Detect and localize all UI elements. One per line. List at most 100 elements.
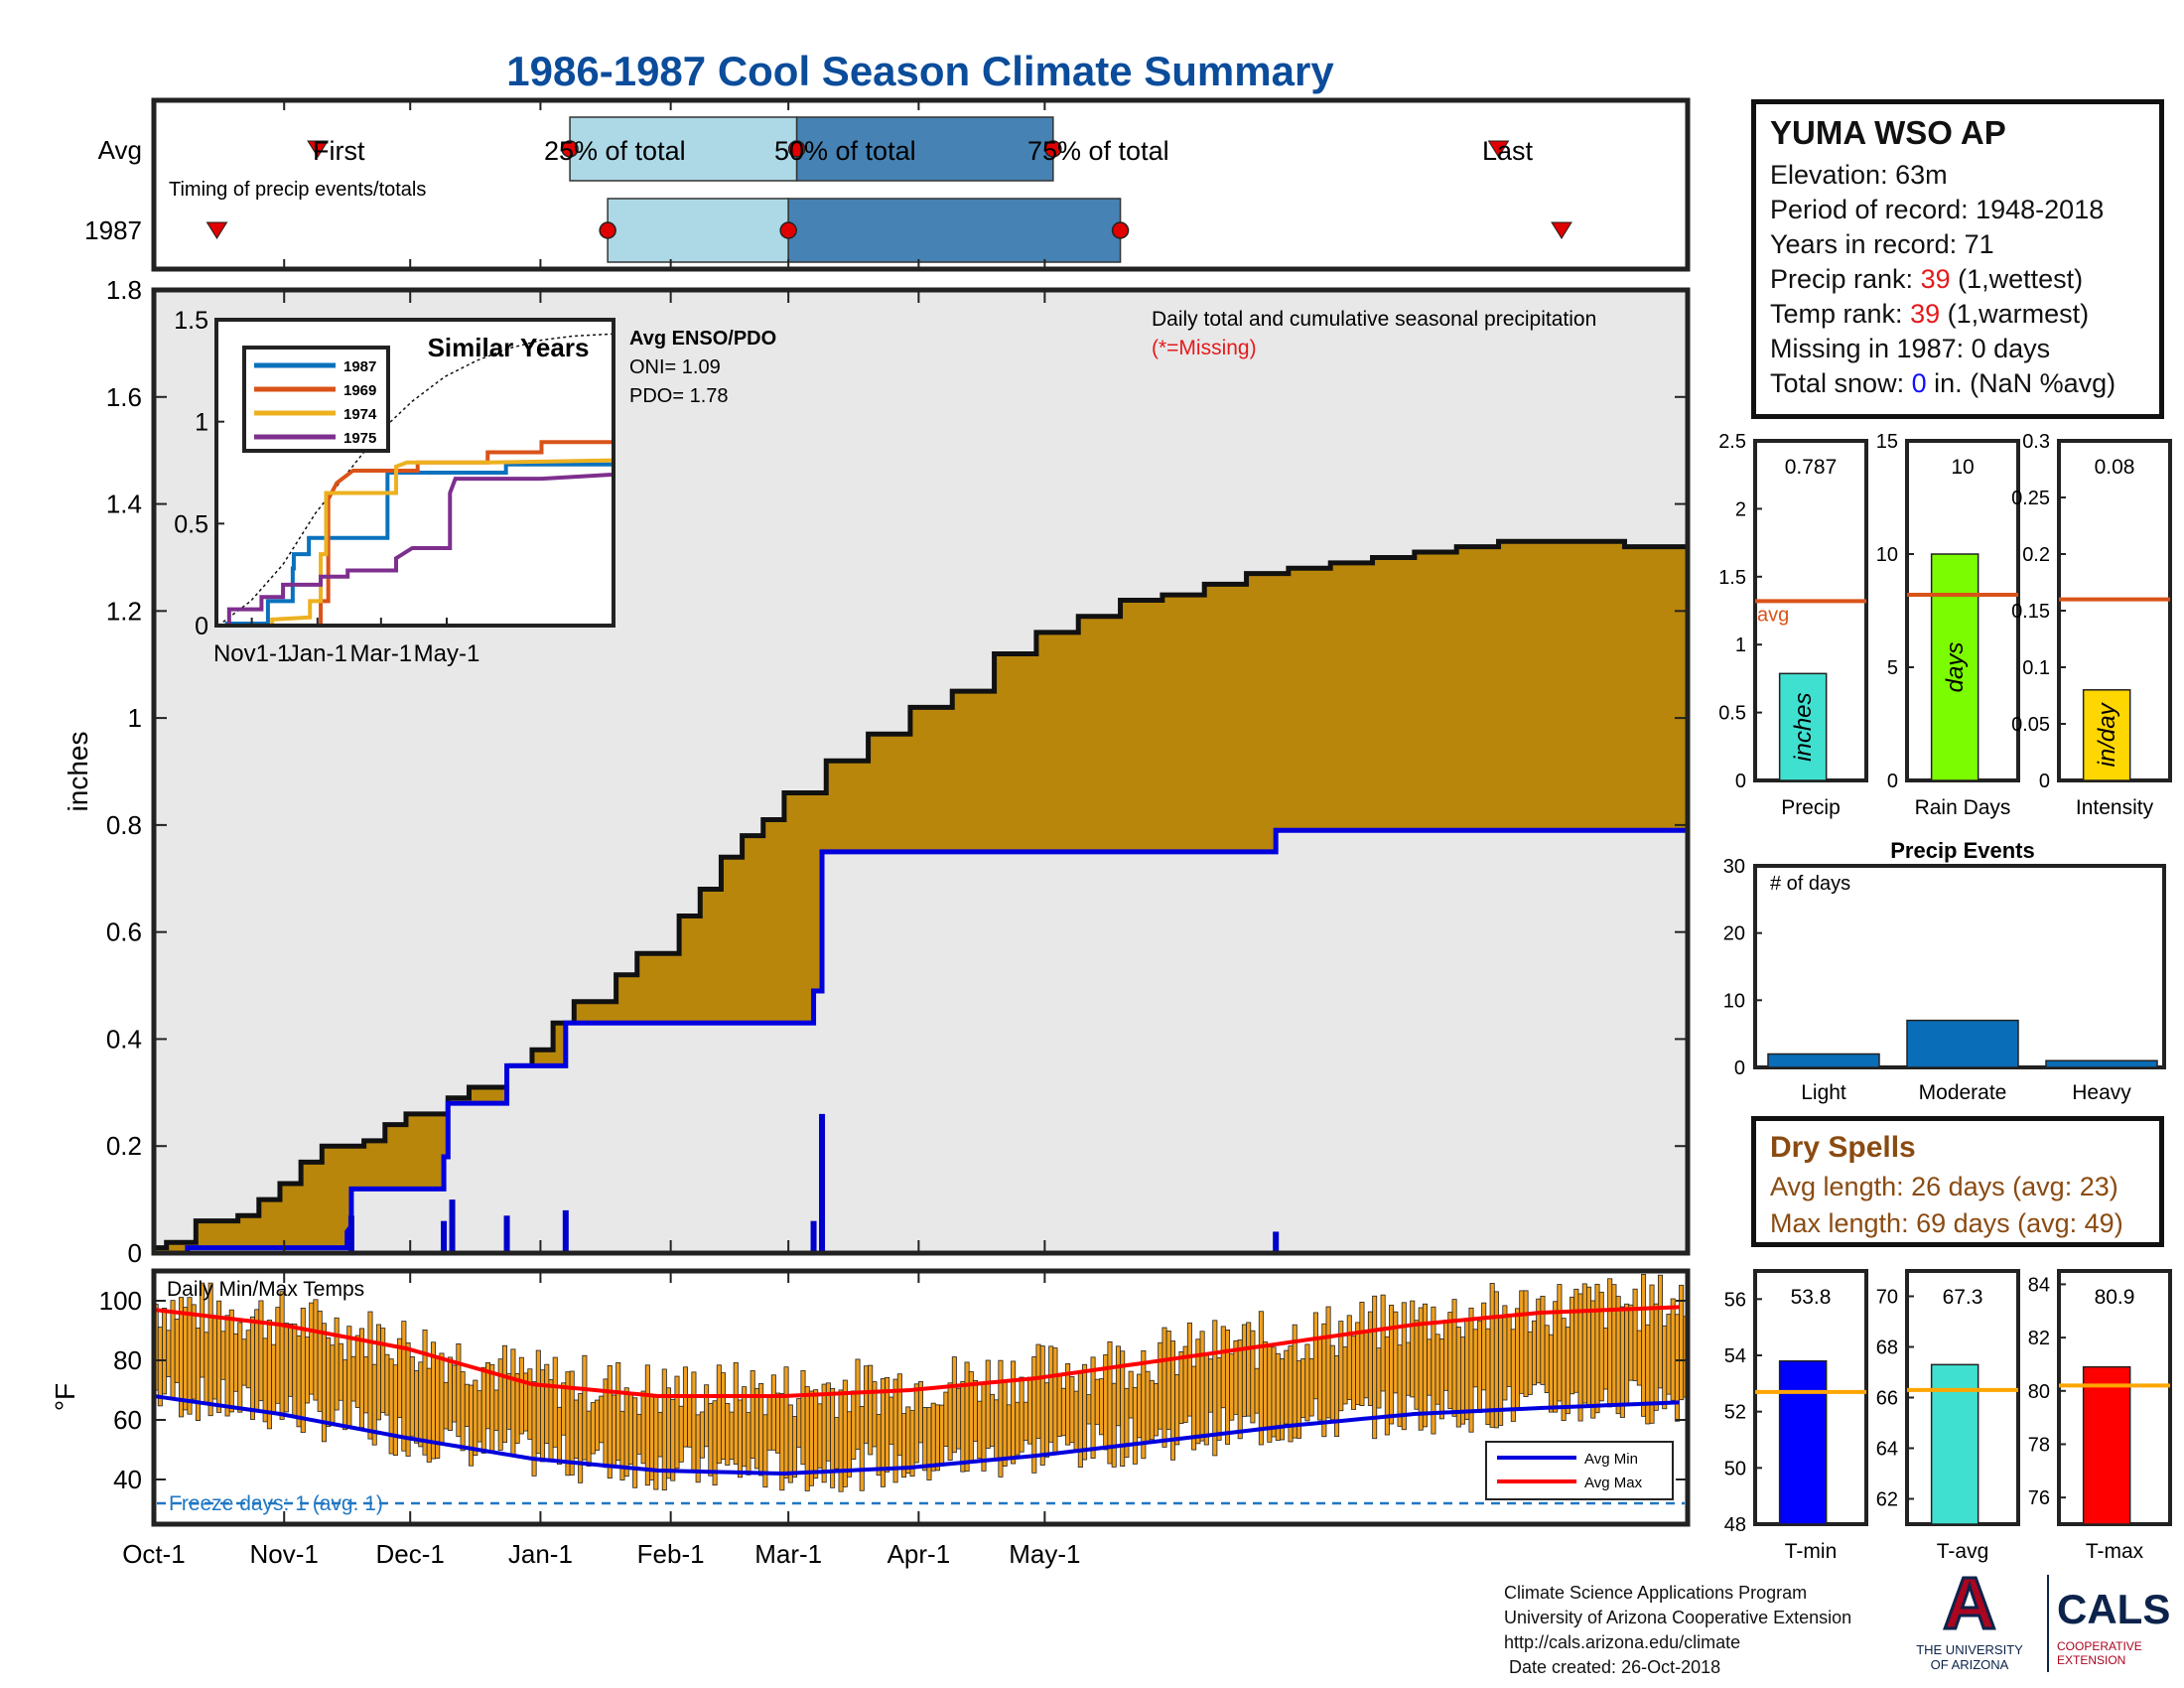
daily-temp-bar-74 (464, 1383, 470, 1427)
daily-temp-bar-33 (292, 1323, 298, 1417)
daily-temp-bar-172 (876, 1414, 882, 1477)
daily-temp-bar-220 (1077, 1372, 1083, 1469)
daily-temp-bar-115 (636, 1413, 642, 1455)
daily-temp-bar-306 (1438, 1338, 1444, 1420)
main-ytick-label-6: 1.2 (106, 596, 142, 626)
daily-temp-bar-198 (985, 1359, 991, 1449)
precip-bar-1 (1930, 553, 1979, 781)
daily-temp-bar-205 (1015, 1401, 1021, 1456)
daily-temp-bar-1 (157, 1327, 163, 1407)
precip-tick-label-1-0: 0 (1887, 771, 1898, 792)
daily-temp-bar-32 (288, 1323, 294, 1397)
daily-temp-bar-7 (183, 1307, 189, 1411)
daily-temp-bar-12 (204, 1332, 209, 1404)
temp-tick-label-2-1: 78 (2028, 1434, 2050, 1456)
daily-temp-bar-251 (1208, 1358, 1214, 1413)
daily-temp-bar-214 (1052, 1347, 1058, 1456)
daily-temp-bar-117 (644, 1364, 650, 1486)
daily-temp-bar-179 (905, 1406, 911, 1474)
daily-temp-bar-85 (510, 1348, 516, 1457)
precip-tick-label-1-1: 5 (1887, 657, 1898, 679)
daily-temp-bar-256 (1229, 1353, 1235, 1421)
daily-temp-bar-86 (514, 1372, 520, 1444)
daily-temp-bar-130 (699, 1411, 705, 1459)
daily-temp-bar-154 (800, 1369, 806, 1466)
temp-rank-label: Temp rank: (1770, 299, 1911, 329)
daily-temp-bar-325 (1519, 1290, 1525, 1394)
daily-temp-bar-216 (1060, 1387, 1066, 1437)
year-cumulative-line (154, 827, 1688, 1256)
daily-temp-bar-158 (817, 1403, 823, 1469)
precip-tick-label-0-5: 2.5 (1718, 431, 1746, 453)
daily-temp-bar-314 (1472, 1329, 1478, 1388)
daily-temp-bar-169 (863, 1365, 869, 1444)
daily-temp-bar-231 (1124, 1387, 1130, 1459)
daily-temp-bar-70 (447, 1356, 453, 1431)
daily-temp-bar-31 (283, 1323, 289, 1413)
daily-temp-bar-122 (666, 1387, 672, 1479)
inset-legend-label-1975: 1975 (343, 430, 376, 447)
daily-temp-bar-187 (939, 1404, 945, 1467)
main-frame (151, 287, 1691, 1256)
daily-temp-bar-264 (1263, 1341, 1269, 1430)
events-bar-heavy (2045, 1059, 2158, 1068)
daily-temp-bar-258 (1237, 1339, 1243, 1440)
daily-temp-bar-199 (989, 1393, 995, 1447)
temp-tick-label-1-1: 64 (1876, 1439, 1898, 1461)
main-ytick-label-5: 1 (128, 703, 142, 733)
daily-temp-bar-57 (392, 1364, 398, 1456)
daily-temp-bar-327 (1527, 1331, 1533, 1395)
daily-temp-bar-116 (640, 1390, 646, 1465)
events-label-heavy: Heavy (2072, 1081, 2131, 1104)
daily-temp-bar-89 (527, 1368, 533, 1440)
daily-temp-bar-208 (1027, 1376, 1033, 1445)
temp-tick-label-1-0: 62 (1876, 1489, 1898, 1511)
daily-temp-bar-143 (753, 1387, 759, 1470)
daily-temp-bar-175 (888, 1396, 894, 1445)
daily-temp-bar-16 (220, 1331, 226, 1380)
daily-temp-bar-59 (401, 1321, 407, 1452)
daily-temp-bar-294 (1389, 1305, 1395, 1425)
daily-precip-bar-0 (347, 1215, 354, 1253)
daily-temp-bar-141 (746, 1412, 751, 1476)
daily-temp-bar-26 (262, 1337, 268, 1423)
temp-caption: Daily Min/Max Temps (167, 1278, 364, 1301)
daily-temp-bar-359 (1662, 1325, 1668, 1410)
daily-temp-bar-93 (544, 1363, 550, 1445)
events-title: Precip Events (1890, 838, 2035, 863)
daily-temp-bar-128 (691, 1371, 697, 1474)
daily-temp-bar-46 (346, 1326, 352, 1428)
temp-ytick-label-3: 100 (99, 1286, 142, 1316)
daily-temp-bar-347 (1611, 1284, 1617, 1407)
temp-label-0: T-min (1785, 1540, 1838, 1563)
daily-temp-bar-188 (943, 1391, 949, 1447)
snow-note: in. (NaN %avg) (1926, 368, 2116, 398)
temp-tick-label-0-1: 50 (1724, 1458, 1746, 1479)
credit-line-1: Climate Science Applications Program (1504, 1583, 1808, 1603)
daily-temp-bar-362 (1674, 1314, 1680, 1422)
temp-summary-panels: 53.8 48 50 52 54 56 T-min 67.3 62 64 66 68 70 T-avg 80… (1724, 1269, 2172, 1563)
avg-first-marker (307, 140, 329, 158)
daily-temp-bar-62 (414, 1370, 420, 1444)
daily-temp-bar-331 (1544, 1325, 1550, 1394)
temp-rank-note: (1,warmest) (1940, 299, 2090, 329)
daily-precip-bar-1 (441, 1220, 448, 1253)
daily-temp-bar-309 (1451, 1299, 1457, 1417)
daily-temp-bar-313 (1468, 1307, 1474, 1433)
daily-temp-bar-44 (338, 1342, 343, 1401)
daily-temp-bar-241 (1165, 1331, 1171, 1430)
daily-temp-bar-303 (1427, 1338, 1433, 1396)
daily-temp-bar-105 (595, 1399, 601, 1451)
main-annotation: Daily total and cumulative seasonal prec… (1152, 308, 1596, 331)
daily-temp-bar-127 (687, 1396, 693, 1448)
daily-temp-bar-4 (170, 1300, 176, 1401)
daily-temp-bar-192 (960, 1380, 966, 1473)
inset-series-1975 (218, 473, 613, 628)
avg-p50-label: 50% of total (774, 136, 916, 166)
daily-temp-bar-30 (279, 1291, 285, 1420)
daily-temp-bar-218 (1069, 1376, 1075, 1444)
temp-tick-label-0-4: 56 (1724, 1289, 1746, 1311)
inset-xtick-label-2: Mar-1 (349, 640, 412, 667)
daily-temp-bar-202 (1002, 1380, 1008, 1467)
